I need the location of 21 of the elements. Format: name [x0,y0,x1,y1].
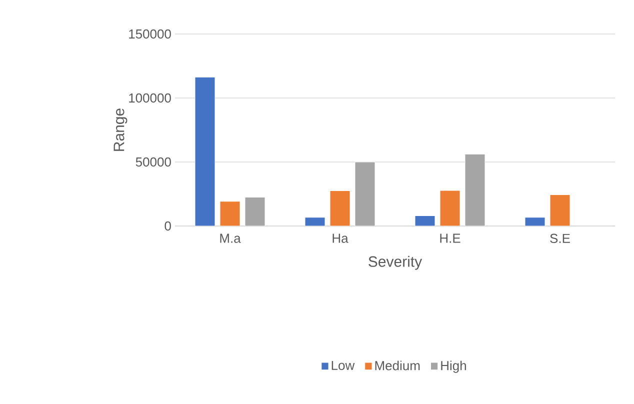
bar [194,76,216,226]
bar [464,154,486,226]
x-tick-label: M.a [220,234,241,243]
bar [330,190,350,226]
x-axis-title: Severity [368,256,422,270]
legend-label: Medium [375,360,420,370]
legend-label: High [441,360,466,373]
bar [244,196,266,226]
bar [550,194,570,226]
x-tick-label: Ha [332,234,348,243]
legend-label: Low [332,360,355,370]
y-tick-label: 100000 [129,93,171,103]
y-axis-title: Range [114,108,128,151]
x-tick-label: S.E [550,234,570,244]
bar [440,190,460,226]
bar [220,201,240,226]
y-tick-label: 150000 [129,29,171,39]
y-tick-label: 50000 [136,157,171,167]
bar [354,162,376,226]
y-tick-label: 0 [164,221,171,231]
x-tick-label: H.E [440,234,460,243]
